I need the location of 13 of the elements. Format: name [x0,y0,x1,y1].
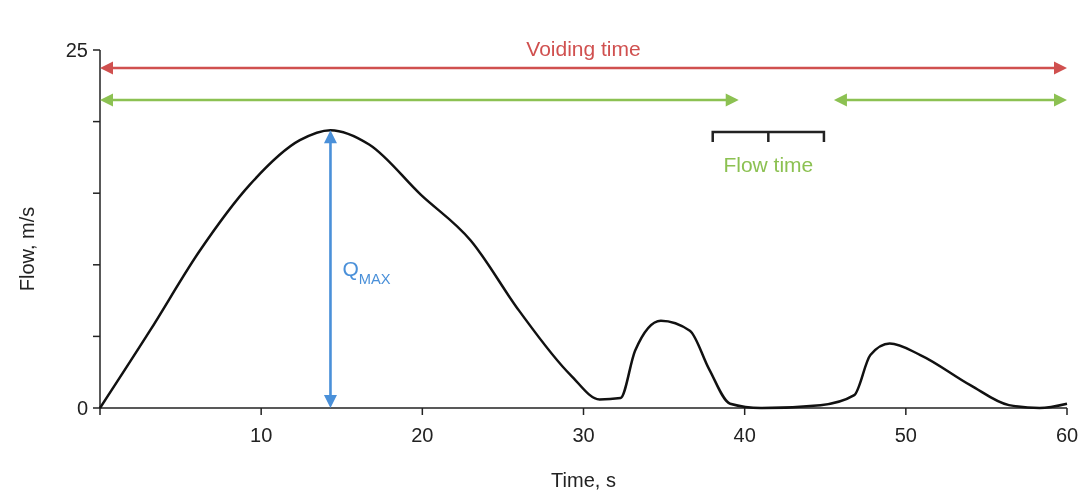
annotation: Voiding time [526,37,641,60]
y-tick-label: 25 [65,39,88,61]
x-tick-label: 30 [572,424,595,446]
x-tick-label: 40 [733,424,756,446]
x-axis-title: Time, s [551,469,616,491]
annotation: Q$_{MAX}$ [342,257,391,288]
annotation: Flow time [723,153,814,176]
x-tick-label: 50 [894,424,917,446]
y-tick-label: 0 [76,397,88,419]
x-tick-label: 60 [1055,424,1079,446]
y-axis-title: Flow, m/s [16,206,38,292]
x-tick-label: 10 [250,424,273,446]
x-tick-label: 20 [411,424,434,446]
